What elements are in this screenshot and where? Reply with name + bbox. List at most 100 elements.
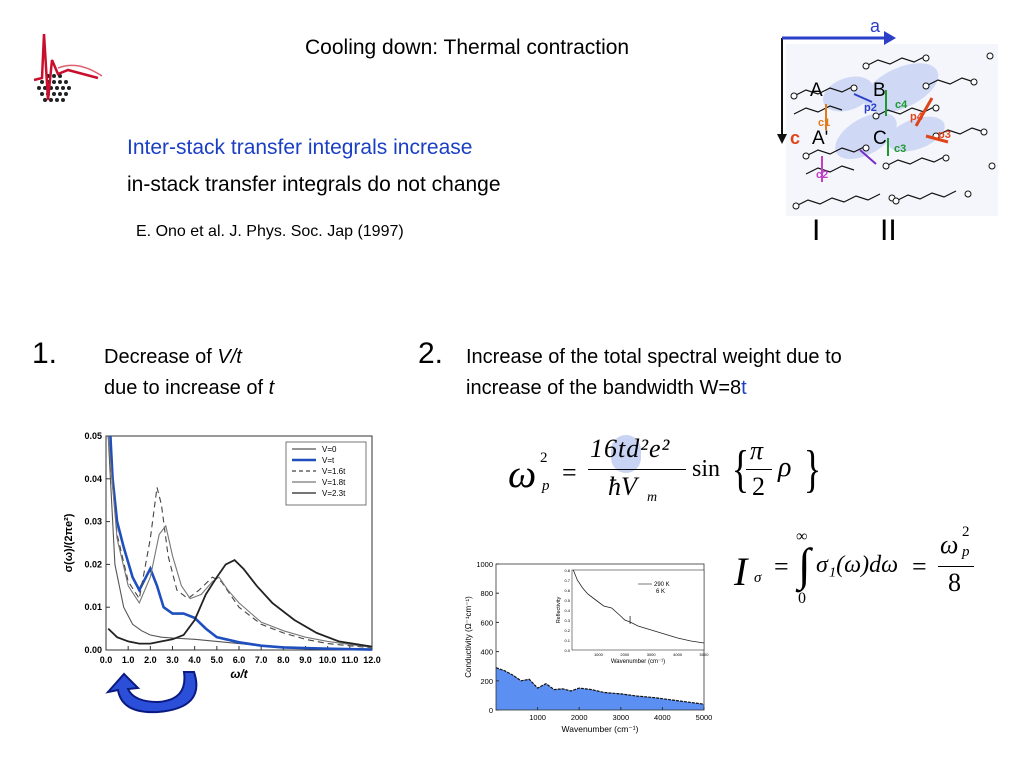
legend-label: V=1.8t xyxy=(322,478,346,487)
inset-x-tick-label: 1000 xyxy=(594,652,604,657)
legend-label: V=2.3t xyxy=(322,489,346,498)
I-num-sub: p xyxy=(962,544,970,560)
wp-numerator: 16td²e² xyxy=(590,434,671,463)
y-tick-label: 1000 xyxy=(476,560,493,569)
y-tick-label: 200 xyxy=(480,677,493,686)
inset-legend-label: 6 K xyxy=(656,589,665,595)
site-label-b: B xyxy=(873,80,886,101)
inset-y-tick-label: 0.8 xyxy=(564,568,570,573)
x-tick-label: 2000 xyxy=(571,713,588,722)
point-2-t: t xyxy=(741,377,747,399)
conductivity-chart-right: 1000 2000 3000 4000 5000 0 200 400 600 800 1000 Wav… xyxy=(464,560,713,734)
y-tick-label: 800 xyxy=(480,589,493,598)
inset-x-axis-label: Wavenumber (cm⁻¹) xyxy=(611,659,665,665)
wp-sup: 2 xyxy=(540,450,548,466)
I-fraction-bar xyxy=(938,566,974,567)
x-tick-label: 3.0 xyxy=(166,655,179,665)
axis-c-label: c xyxy=(790,128,800,148)
wp-pi: π xyxy=(750,436,764,465)
I-upper: ∞ xyxy=(796,528,808,545)
site-label-a-prime: A' xyxy=(812,128,828,149)
x-tick-label: 8.0 xyxy=(277,655,290,665)
inset-frame xyxy=(571,569,705,651)
y-tick-label: 0 xyxy=(489,706,493,715)
legend-label: V=1.6t xyxy=(322,467,346,476)
stack-label-II: II xyxy=(880,214,897,247)
logo-icon xyxy=(33,33,103,102)
bond-label-p4: p4 xyxy=(910,111,924,123)
y-axis-label: σ(ω)/(2πe²) xyxy=(63,513,75,572)
x-tick-label: 4000 xyxy=(654,713,671,722)
I-num: ω xyxy=(940,530,959,559)
stack-label-I: I xyxy=(812,214,820,247)
legend-label: V=0 xyxy=(322,445,337,454)
inset-x-tick-label: 2000 xyxy=(620,652,630,657)
wp-sub: p xyxy=(542,478,550,494)
wp-omega: ω xyxy=(508,451,537,496)
series-line-V=t xyxy=(109,435,373,651)
x-tick-label: 6.0 xyxy=(233,655,246,665)
brace-right: } xyxy=(803,441,822,498)
bond-label-c4: c4 xyxy=(895,99,908,111)
point-1-vt: V/t xyxy=(217,346,242,368)
t-highlight xyxy=(611,435,641,473)
wp-denominator: ħV xyxy=(608,472,637,501)
series-line-V=2.3t xyxy=(107,559,373,648)
statement-inter-stack: Inter-stack transfer integrals increase xyxy=(127,136,473,159)
I-num-sup: 2 xyxy=(962,524,970,540)
integral-sign: ∫ xyxy=(798,539,811,590)
inset-y-tick-label: 0.4 xyxy=(564,608,570,613)
x-tick-label: 10.0 xyxy=(319,655,337,665)
x-tick-label: 9.0 xyxy=(299,655,312,665)
I-symbol: I xyxy=(734,549,748,594)
x-tick-label: 7.0 xyxy=(255,655,268,665)
crystal-structure-figure: a c A B A' C p2 c4 p4 c1 c3 p3 c2 I II xyxy=(777,16,998,247)
bond-label-c3: c3 xyxy=(894,143,906,155)
y-tick-label: 600 xyxy=(480,618,493,627)
inset-y-tick-label: 0.2 xyxy=(564,628,570,633)
y-tick-label: 0.05 xyxy=(84,431,102,441)
wp-den-sub: m xyxy=(647,490,658,505)
equals-sign-3: = xyxy=(912,552,927,581)
y-axis-label: Conductivity (Ω⁻¹cm⁻¹) xyxy=(464,596,473,678)
inset-y-tick-label: 0.0 xyxy=(564,648,570,653)
series-line-V=1.6t xyxy=(107,435,373,649)
x-tick-label: 11.0 xyxy=(341,655,358,665)
point-1-line-b: due to increase of xyxy=(104,377,269,399)
conductivity-line xyxy=(495,667,705,705)
x-axis-label: Wavenumber (cm⁻¹) xyxy=(562,724,639,734)
spectral-chart-left: 0.0 1.0 2.0 3.0 4.0 5.0 6.0 7.0 8.0 9.0 10.0 11.0 12… xyxy=(63,431,381,681)
inset-x-tick-label: 3000 xyxy=(647,652,657,657)
x-axis-label: ω/t xyxy=(230,667,248,681)
x-tick-label: 4.0 xyxy=(188,655,201,665)
point-2-text: Increase of the total spectral weight du… xyxy=(466,342,842,404)
legend-label: V=t xyxy=(322,456,335,465)
x-tick-label: 1000 xyxy=(529,713,546,722)
inset-y-tick-label: 0.1 xyxy=(564,638,570,643)
x-tick-label: 5.0 xyxy=(211,655,224,665)
legend-box xyxy=(285,441,367,506)
statement-in-stack: in-stack transfer integrals do not chang… xyxy=(127,173,501,196)
point-1-line-a: Decrease of xyxy=(104,346,218,368)
point-2-number: 2. xyxy=(418,337,444,370)
conductivity-area xyxy=(496,667,704,710)
point-1-number: 1. xyxy=(32,337,58,370)
x-tick-label: 5000 xyxy=(696,713,713,722)
point-2-line-a: Increase of the total spectral weight du… xyxy=(466,346,842,368)
slide-title: Cooling down: Thermal contraction xyxy=(305,36,630,59)
fraction-bar xyxy=(588,469,686,470)
equals-sign-2: = xyxy=(774,552,789,581)
inset-reflectivity-line xyxy=(572,569,705,644)
reference-citation: E. Ono et al. J. Phys. Soc. Jap (1997) xyxy=(136,223,404,240)
x-tick-label: 3000 xyxy=(612,713,629,722)
series-line-V=1.8t xyxy=(107,435,373,648)
x-tick-label: 0.0 xyxy=(100,655,113,665)
I-den: 8 xyxy=(948,568,961,597)
wp-rho: ρ xyxy=(778,452,792,483)
bond-label-p3: p3 xyxy=(938,129,951,141)
inset-legend-label: 290 K xyxy=(654,582,670,588)
point-1-t: t xyxy=(268,377,275,399)
brace-left: { xyxy=(731,441,750,498)
x-tick-label: 1.0 xyxy=(122,655,135,665)
curved-arrow-icon xyxy=(105,671,198,714)
